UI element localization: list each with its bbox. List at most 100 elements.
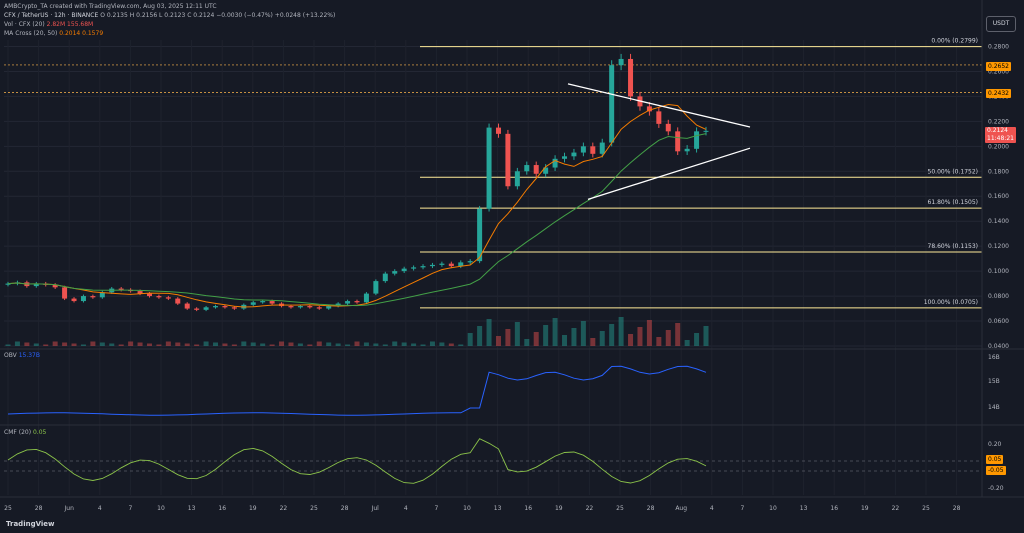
volume-bar: [99, 342, 105, 346]
time-tick-label: 25: [4, 505, 12, 512]
volume-bar: [326, 342, 332, 346]
cmf-tick-label: -0.20: [988, 485, 1004, 492]
volume-bar: [665, 330, 671, 346]
price-tick-label: 0.0400: [988, 343, 1009, 350]
volume-bar: [580, 321, 586, 346]
price-tick-label: 0.1600: [988, 193, 1009, 200]
time-tick-label: 22: [586, 505, 594, 512]
candle-body: [231, 307, 237, 309]
time-tick-label: 4: [404, 505, 408, 512]
candle-body: [533, 165, 539, 174]
candle-body: [618, 58, 624, 66]
volume-bar: [618, 317, 624, 346]
cmf-tag-lower: -0.05: [986, 466, 1006, 475]
current-price: 0.2124: [987, 127, 1008, 134]
volume-bar: [269, 344, 275, 346]
volume-bar: [562, 335, 568, 346]
volume-bar: [590, 338, 596, 346]
time-tick-label: 10: [769, 505, 777, 512]
price-tick-label: 0.0800: [988, 293, 1009, 300]
volume-bar: [552, 318, 558, 346]
symbol-text[interactable]: CFX / TetherUS · 12h · BINANCE: [4, 12, 99, 19]
time-tick-label: 28: [35, 505, 43, 512]
volume-bar: [401, 342, 407, 346]
volume-bar: [128, 341, 134, 346]
volume-bar: [363, 342, 369, 346]
volume-bar: [345, 344, 351, 346]
volume-bar: [505, 329, 511, 346]
price-tick-label: 0.1200: [988, 243, 1009, 250]
volume-bar: [33, 343, 39, 346]
volume-bar: [43, 344, 49, 346]
candle-body: [543, 167, 549, 174]
volume-bar: [260, 343, 266, 346]
candle-body: [628, 58, 634, 97]
candle-body: [52, 284, 58, 288]
candle-body: [665, 123, 671, 132]
time-tick-label: 25: [922, 505, 930, 512]
obv-value: 15.37B: [18, 352, 40, 359]
candle-body: [250, 302, 256, 305]
volume-legend[interactable]: Vol · CFX (20) 2.82M 155.68M: [4, 21, 93, 29]
volume-bar: [439, 342, 445, 346]
candle-body: [694, 131, 700, 149]
time-tick-label: 7: [740, 505, 744, 512]
candle-body: [326, 306, 332, 309]
volume-bar: [703, 326, 709, 346]
cmf-legend[interactable]: CMF (20) 0.05: [4, 429, 46, 436]
cmf-pane: 0.20 -0.20: [4, 438, 1004, 492]
candle-body: [420, 266, 426, 268]
volume-bar: [684, 340, 690, 346]
candle-body: [448, 263, 454, 267]
volume-bar: [90, 341, 96, 346]
candle-body: [71, 298, 77, 302]
volume-bar: [288, 342, 294, 346]
candle-body: [80, 296, 86, 302]
volume-bar: [14, 341, 20, 346]
time-tick-label: 13: [494, 505, 502, 512]
candle-body: [288, 306, 294, 308]
time-tick-label: 7: [434, 505, 438, 512]
candle-body: [646, 106, 652, 112]
price-tick-label: 0.2600: [988, 68, 1009, 75]
candle-body: [213, 306, 219, 308]
price-tick-label: 0.2000: [988, 143, 1009, 150]
tradingview-logo[interactable]: TradingView: [6, 520, 55, 528]
time-tick-label: 19: [249, 505, 257, 512]
time-tick-label: Jul: [371, 505, 380, 512]
candle-body: [524, 165, 530, 172]
obv-legend[interactable]: OBV 15.37B: [4, 352, 40, 359]
candle-body: [354, 301, 360, 303]
obv-pane: 16B 15B 14B: [7, 354, 1000, 416]
currency-button[interactable]: USDT: [986, 16, 1016, 32]
cmf-value: 0.05: [32, 429, 47, 436]
volume-bar: [646, 320, 652, 346]
time-tick-label: 16: [218, 505, 226, 512]
volume-bar: [609, 324, 615, 346]
time-tick-label: 25: [310, 505, 318, 512]
time-tick-label: 19: [861, 505, 869, 512]
volume-bar: [495, 336, 501, 346]
volume-bar: [156, 344, 162, 346]
candle-body: [411, 267, 417, 269]
time-tick-label: 16: [524, 505, 532, 512]
fib-label: 61.80% (0.1505): [928, 199, 978, 206]
level-tag-2: 0.2432: [986, 89, 1011, 98]
ma-values: 0.2014 0.1579: [59, 30, 104, 37]
volume-bar: [194, 344, 200, 346]
fib-label: 78.60% (0.1153): [928, 243, 978, 250]
volume-bar: [231, 344, 237, 346]
volume-bar: [420, 344, 426, 346]
candle-body: [429, 264, 435, 267]
volume-bar: [316, 341, 322, 346]
volume-bar: [486, 319, 492, 346]
volume-bar: [373, 343, 379, 346]
candles: [5, 53, 709, 312]
candle-body: [99, 292, 105, 298]
candle-body: [477, 208, 483, 262]
candle-body: [505, 133, 511, 187]
cmf-line: [7, 438, 707, 484]
ma-legend[interactable]: MA Cross (20, 50) 0.2014 0.1579: [4, 30, 103, 38]
candle-body: [165, 297, 171, 299]
